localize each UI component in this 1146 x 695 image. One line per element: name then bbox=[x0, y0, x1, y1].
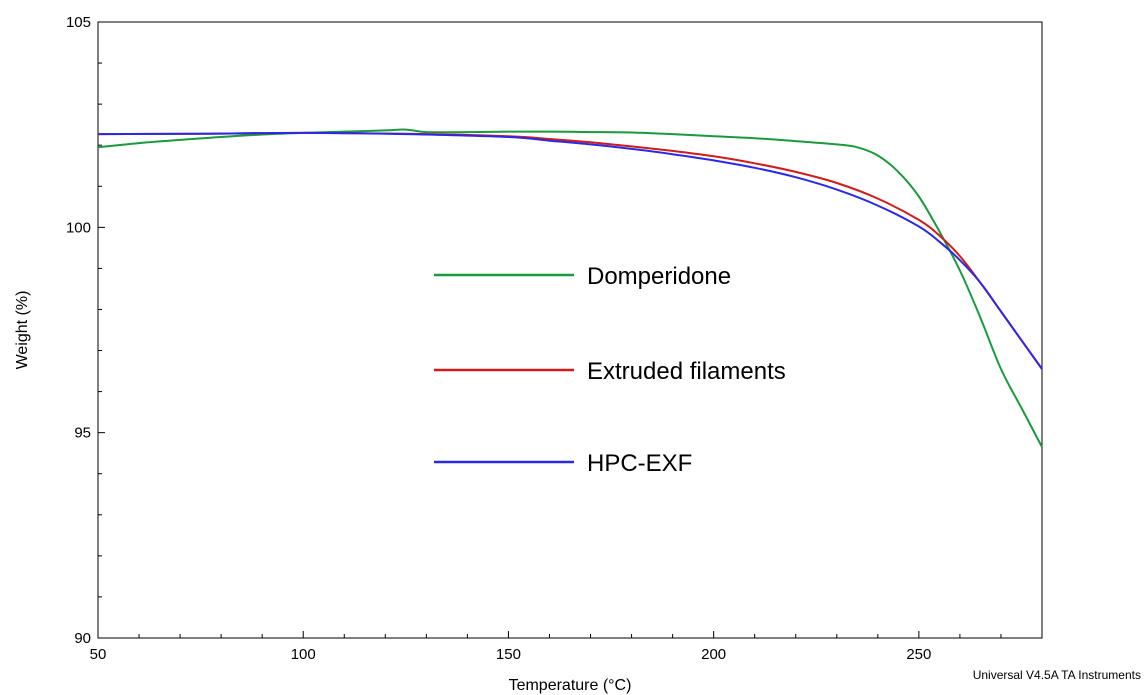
y-axis-title: Weight (%) bbox=[14, 291, 31, 370]
series-group bbox=[97, 128, 1043, 448]
series-line-1 bbox=[97, 128, 1043, 448]
x-axis-title: Temperature (°C) bbox=[509, 677, 632, 694]
y-tick-label: 95 bbox=[74, 425, 91, 442]
plot-frame bbox=[97, 21, 1043, 639]
series-line-3 bbox=[97, 131, 1043, 370]
x-axis: 50 100 150 200 250 bbox=[90, 631, 1043, 663]
x-tick-label: 100 bbox=[291, 646, 316, 663]
legend-label-1: Domperidone bbox=[587, 263, 731, 290]
x-tick-label: 150 bbox=[496, 646, 521, 663]
x-tick-label: 50 bbox=[90, 646, 107, 663]
footer-credit: Universal V4.5A TA Instruments bbox=[973, 668, 1141, 682]
y-tick-label: 105 bbox=[66, 14, 91, 31]
legend-label-2: Extruded filaments bbox=[587, 358, 786, 385]
y-tick-label: 100 bbox=[66, 219, 91, 236]
legend-label-3: HPC-EXF bbox=[587, 450, 692, 477]
legend: Domperidone Extruded filaments HPC-EXF bbox=[434, 263, 786, 477]
series-line-2 bbox=[97, 131, 1043, 370]
y-axis: 90 95 100 105 bbox=[66, 14, 105, 647]
x-tick-label: 200 bbox=[701, 646, 726, 663]
y-tick-label: 90 bbox=[74, 630, 91, 647]
x-tick-label: 250 bbox=[906, 646, 931, 663]
